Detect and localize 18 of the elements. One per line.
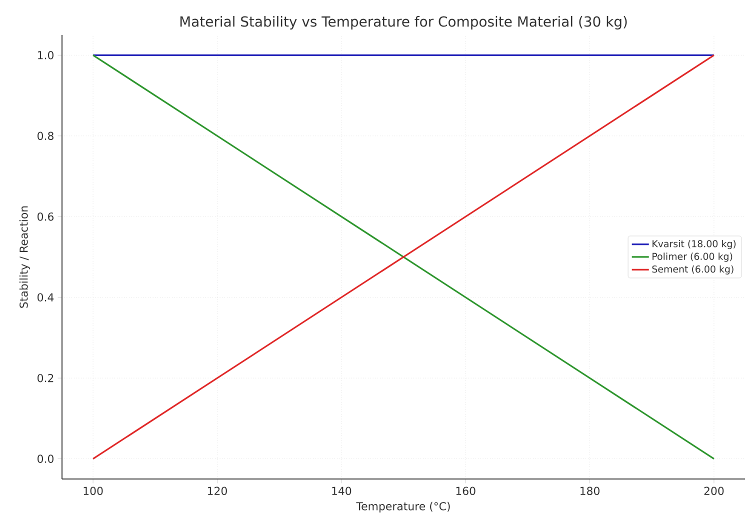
y-tick-label: 0.8	[38, 132, 54, 140]
x-axis-title: Temperature (°C)	[356, 502, 450, 512]
y-tick-label: 0.4	[38, 293, 54, 302]
x-tick-label: 160	[456, 486, 476, 496]
y-tick-label: 0.2	[38, 374, 54, 382]
y-tick-label: 0.0	[38, 454, 54, 463]
x-tick-label: 100	[84, 486, 103, 496]
legend-label: Polimer (6.00 kg)	[652, 252, 732, 262]
x-tick-label: 120	[208, 486, 227, 496]
x-tick-label: 140	[332, 486, 352, 496]
y-tick-label: 0.6	[38, 212, 54, 221]
chart-title: Material Stability vs Temperature for Composite Material (30 kg)	[180, 16, 627, 30]
y-tick-label: 1.0	[38, 51, 54, 60]
legend-label: Sement (6.00 kg)	[652, 265, 734, 274]
legend-label: Kvarsit (18.00 kg)	[652, 240, 736, 250]
y-axis-title: Stability / Reaction	[19, 206, 30, 308]
x-tick-label: 200	[704, 486, 724, 496]
x-tick-label: 180	[580, 486, 600, 496]
